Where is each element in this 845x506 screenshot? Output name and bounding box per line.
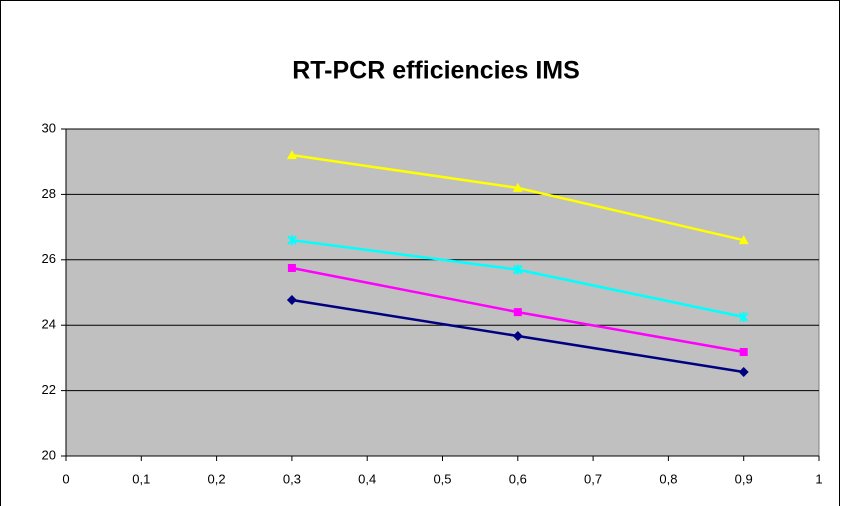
y-tick-label: 22 bbox=[42, 382, 56, 397]
y-tick-label: 30 bbox=[42, 120, 56, 135]
x-tick-label: 0,1 bbox=[132, 471, 150, 486]
y-tick-label: 24 bbox=[42, 317, 56, 332]
marker bbox=[287, 235, 297, 246]
x-tick-label: 0,7 bbox=[584, 471, 602, 486]
marker bbox=[738, 366, 749, 377]
marker bbox=[738, 312, 749, 323]
marker bbox=[512, 182, 523, 192]
marker bbox=[287, 263, 296, 272]
marker bbox=[738, 235, 749, 245]
marker bbox=[513, 264, 523, 275]
y-tick-label: 26 bbox=[42, 251, 56, 266]
y-tick-label: 28 bbox=[42, 186, 56, 201]
x-tick-label: 0,9 bbox=[735, 471, 753, 486]
x-tick-label: 0,6 bbox=[509, 471, 527, 486]
x-tick-label: 0,8 bbox=[659, 471, 677, 486]
marker bbox=[739, 348, 748, 357]
chart-title: RT-PCR efficiencies IMS bbox=[292, 57, 580, 85]
x-tick-label: 0,5 bbox=[433, 471, 451, 486]
x-tick-label: 0,3 bbox=[283, 471, 301, 486]
x-tick-label: 0,4 bbox=[358, 471, 376, 486]
marker bbox=[286, 150, 297, 160]
y-tick-label: 20 bbox=[42, 447, 56, 462]
marker bbox=[286, 295, 297, 306]
x-tick-label: 0 bbox=[62, 471, 69, 486]
marker bbox=[512, 330, 523, 341]
plot-area bbox=[65, 128, 820, 457]
x-tick-label: 1 bbox=[815, 471, 822, 486]
marker bbox=[513, 308, 522, 317]
x-tick-label: 0,2 bbox=[208, 471, 226, 486]
